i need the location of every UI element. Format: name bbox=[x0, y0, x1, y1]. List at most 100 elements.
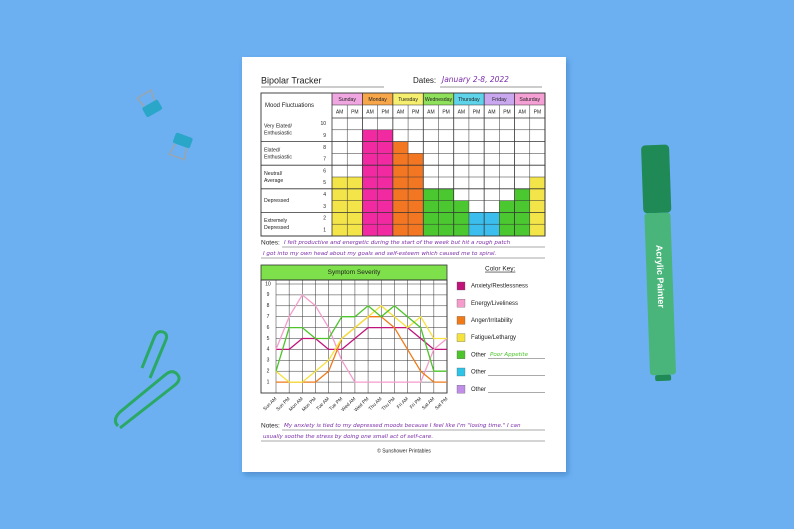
slot-label: AM bbox=[427, 109, 435, 115]
y-tick-label: 2 bbox=[267, 369, 270, 375]
day-header bbox=[453, 93, 485, 105]
key-label: Anger/Irritability bbox=[471, 318, 513, 324]
level-tick: 6 bbox=[323, 168, 326, 174]
key-title: Color Key: bbox=[485, 266, 516, 273]
key-label: Anxiety/Restlessness bbox=[471, 284, 528, 290]
level-tick: 5 bbox=[323, 180, 326, 186]
slot-label: PM bbox=[473, 109, 481, 115]
slot-label: AM bbox=[336, 109, 344, 115]
key-swatch bbox=[456, 281, 466, 291]
level-tick: 10 bbox=[320, 121, 326, 127]
level-label: Very Elated/ bbox=[264, 124, 293, 130]
paper-clip bbox=[113, 370, 181, 430]
slot-label: PM bbox=[534, 109, 542, 115]
level-tick: 7 bbox=[323, 157, 326, 163]
paper-clip bbox=[140, 330, 169, 379]
slot-label: PM bbox=[382, 109, 390, 115]
mood-bar bbox=[377, 129, 393, 236]
mood-bar bbox=[408, 153, 424, 236]
level-tick: 3 bbox=[323, 204, 326, 210]
day-header bbox=[392, 93, 424, 105]
level-label: Depressed bbox=[264, 225, 289, 231]
day-label: Thursday bbox=[458, 97, 480, 103]
slot-label: PM bbox=[412, 109, 420, 115]
y-tick-label: 6 bbox=[267, 325, 270, 331]
slot-label: PM bbox=[351, 109, 359, 115]
note-line: My anxiety is tied to my depressed moods… bbox=[284, 423, 521, 429]
level-label: Elated/ bbox=[264, 147, 281, 153]
key-swatch bbox=[456, 350, 466, 359]
mood-bar bbox=[499, 200, 515, 236]
key-label: Energy/Liveliness bbox=[471, 301, 518, 307]
level-tick: 1 bbox=[323, 227, 326, 233]
binder-clip bbox=[168, 132, 193, 161]
dates-label: Dates: bbox=[413, 76, 436, 85]
key-swatch bbox=[456, 316, 466, 325]
day-label: Saturday bbox=[519, 97, 540, 103]
key-label: Other bbox=[471, 387, 486, 393]
key-label: Fatigue/Lethargy bbox=[471, 335, 516, 341]
footer: © Sunshower Printables bbox=[377, 447, 431, 454]
mood-frame bbox=[260, 92, 546, 237]
symptom-title: Symptom Severity bbox=[328, 269, 381, 276]
symptom-line bbox=[275, 305, 447, 372]
y-tick-label: 7 bbox=[267, 314, 270, 320]
level-tick: 8 bbox=[323, 145, 326, 151]
day-header bbox=[332, 93, 363, 105]
key-swatch bbox=[456, 367, 466, 377]
slot-label: AM bbox=[366, 109, 374, 115]
y-tick-label: 1 bbox=[267, 379, 270, 385]
level-label: Extremely bbox=[264, 218, 287, 224]
paper bbox=[242, 57, 566, 472]
slot-label: AM bbox=[458, 109, 466, 115]
note-line: I felt productive and energetic during t… bbox=[284, 240, 511, 246]
key-swatch bbox=[456, 299, 466, 308]
level-tick: 2 bbox=[323, 216, 326, 222]
symptom-line bbox=[275, 294, 448, 383]
level-label: Enthusiastic bbox=[264, 154, 292, 160]
symptom-line bbox=[275, 305, 447, 383]
dates: January 2-8, 2022 bbox=[440, 75, 509, 84]
mood-bar bbox=[362, 129, 378, 236]
marker-label: Acrylic Painter bbox=[654, 245, 666, 309]
title: Bipolar Tracker bbox=[261, 75, 322, 85]
symptom-frame bbox=[260, 279, 448, 394]
y-tick-label: 9 bbox=[267, 292, 270, 298]
y-tick-label: 3 bbox=[267, 358, 270, 364]
day-label: Monday bbox=[368, 97, 387, 103]
day-header bbox=[362, 93, 393, 105]
mood-bar bbox=[453, 200, 469, 236]
mood-bar bbox=[529, 177, 545, 236]
key-swatch bbox=[456, 385, 466, 394]
note-line: I got into my own head about my goals an… bbox=[263, 251, 496, 257]
mood-bar bbox=[332, 177, 348, 236]
note-line: usually soothe the stress by doing one s… bbox=[263, 434, 433, 440]
day-header bbox=[423, 93, 454, 105]
y-tick-label: 10 bbox=[265, 281, 271, 287]
slot-label: AM bbox=[518, 109, 526, 115]
day-header bbox=[484, 93, 515, 105]
slot-label: AM bbox=[488, 109, 496, 115]
notes-label: Notes: bbox=[261, 423, 280, 430]
tracker: Sunday AM PM Monday AM PM Tuesday AM PM Wednesday… bbox=[260, 92, 546, 442]
key-swatch bbox=[456, 333, 466, 342]
level-label: Enthusiastic bbox=[264, 131, 292, 137]
level-tick: 9 bbox=[323, 133, 326, 139]
binder-clip bbox=[135, 89, 163, 117]
key-note: Poor Appetite bbox=[490, 352, 529, 358]
key-label: Other bbox=[471, 352, 486, 358]
day-label: Friday bbox=[492, 97, 507, 103]
slot-label: AM bbox=[397, 109, 405, 115]
mood-bar bbox=[347, 177, 363, 236]
level-label: Depressed bbox=[264, 198, 289, 204]
symptom-line bbox=[276, 326, 447, 351]
y-tick-label: 8 bbox=[267, 303, 270, 309]
day-label: Sunday bbox=[338, 97, 356, 103]
notes-label: Notes: bbox=[261, 240, 280, 247]
y-tick-label: 4 bbox=[267, 347, 270, 353]
level-label: Neutral/ bbox=[264, 171, 283, 177]
day-header bbox=[514, 93, 545, 105]
slot-label: PM bbox=[503, 109, 511, 115]
key-label: Other bbox=[471, 370, 486, 376]
